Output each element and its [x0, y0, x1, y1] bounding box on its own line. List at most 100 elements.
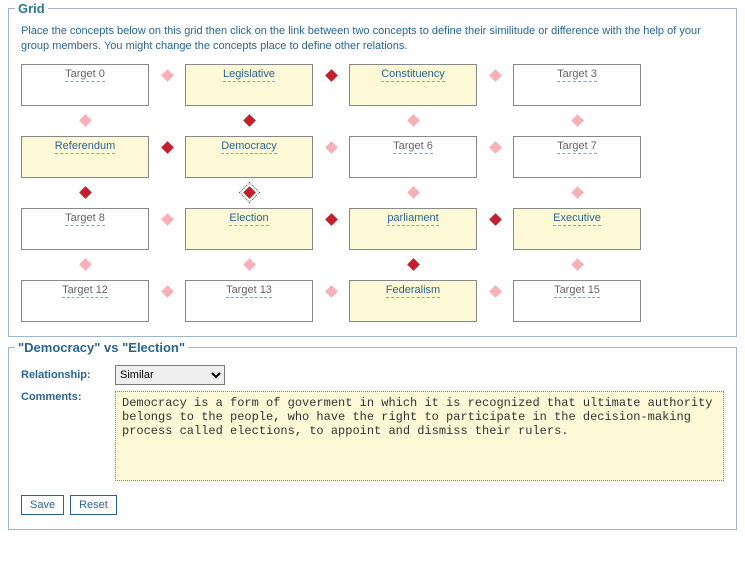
spacer [313, 110, 349, 132]
v-connector [185, 254, 313, 276]
spacer [149, 182, 185, 204]
spacer [313, 254, 349, 276]
spacer [313, 182, 349, 204]
v-connector [513, 254, 641, 276]
relationship-label: Relationship: [21, 369, 109, 381]
v-connector [185, 110, 313, 132]
link-diamond-icon[interactable] [325, 69, 338, 82]
concept-cell[interactable]: Constituency [349, 64, 477, 106]
spacer [149, 254, 185, 276]
h-connector [313, 136, 349, 152]
target-cell[interactable]: Target 12 [21, 280, 149, 322]
h-connector [477, 280, 513, 296]
concept-cell[interactable]: parliament [349, 208, 477, 250]
cell-label[interactable]: Target 12 [62, 284, 108, 298]
cell-label[interactable]: Democracy [221, 140, 277, 154]
comments-row: Comments: [21, 391, 724, 481]
cell-label[interactable]: Target 0 [65, 68, 105, 82]
target-cell[interactable]: Target 15 [513, 280, 641, 322]
spacer [149, 110, 185, 132]
cell-label[interactable]: parliament [387, 212, 438, 226]
cell-label[interactable]: Target 6 [393, 140, 433, 154]
concept-cell[interactable]: Executive [513, 208, 641, 250]
link-diamond-icon[interactable] [407, 258, 420, 271]
h-connector [477, 136, 513, 152]
cell-label[interactable]: Election [229, 212, 268, 226]
link-diamond-icon[interactable] [489, 141, 502, 154]
h-connector [313, 64, 349, 80]
link-diamond-icon[interactable] [161, 69, 174, 82]
link-diamond-icon[interactable] [79, 186, 92, 199]
cell-label[interactable]: Target 8 [65, 212, 105, 226]
link-diamond-icon[interactable] [243, 186, 256, 199]
link-diamond-icon[interactable] [243, 114, 256, 127]
concept-cell[interactable]: Federalism [349, 280, 477, 322]
link-diamond-icon[interactable] [407, 186, 420, 199]
v-connector [349, 182, 477, 204]
comments-label: Comments: [21, 391, 109, 403]
concept-cell[interactable]: Election [185, 208, 313, 250]
relation-panel-body: Relationship: SimilarDifferentRelatedUnr… [9, 357, 736, 529]
target-cell[interactable]: Target 8 [21, 208, 149, 250]
reset-button[interactable]: Reset [70, 495, 117, 515]
cell-label[interactable]: Federalism [386, 284, 440, 298]
link-diamond-icon[interactable] [325, 213, 338, 226]
h-connector [313, 208, 349, 224]
v-connector [513, 110, 641, 132]
h-connector [149, 280, 185, 296]
cell-label[interactable]: Referendum [55, 140, 116, 154]
link-diamond-icon[interactable] [161, 285, 174, 298]
button-row: Save Reset [21, 495, 724, 515]
link-diamond-icon[interactable] [571, 114, 584, 127]
v-connector [21, 110, 149, 132]
link-diamond-icon[interactable] [161, 213, 174, 226]
h-connector [149, 136, 185, 152]
link-diamond-icon[interactable] [407, 114, 420, 127]
target-cell[interactable]: Target 0 [21, 64, 149, 106]
link-diamond-icon[interactable] [243, 258, 256, 271]
h-connector [477, 64, 513, 80]
cell-label[interactable]: Legislative [223, 68, 275, 82]
concept-cell[interactable]: Referendum [21, 136, 149, 178]
v-connector [513, 182, 641, 204]
v-connector [185, 182, 313, 204]
spacer [477, 110, 513, 132]
cell-label[interactable]: Target 3 [557, 68, 597, 82]
target-cell[interactable]: Target 3 [513, 64, 641, 106]
relation-panel-title: "Democracy" vs "Election" [15, 340, 188, 355]
link-diamond-icon[interactable] [325, 285, 338, 298]
cell-label[interactable]: Target 7 [557, 140, 597, 154]
grid-panel-title: Grid [15, 1, 48, 16]
h-connector [149, 208, 185, 224]
cell-label[interactable]: Constituency [381, 68, 445, 82]
link-diamond-icon[interactable] [489, 285, 502, 298]
concept-cell[interactable]: Legislative [185, 64, 313, 106]
cell-label[interactable]: Target 13 [226, 284, 272, 298]
grid-instructions: Place the concepts below on this grid th… [21, 24, 724, 54]
concept-grid: Target 0 Legislative Constituency Target 3 R… [21, 64, 724, 322]
link-diamond-icon[interactable] [161, 141, 174, 154]
relationship-row: Relationship: SimilarDifferentRelatedUnr… [21, 365, 724, 385]
link-diamond-icon[interactable] [571, 258, 584, 271]
link-diamond-icon[interactable] [79, 114, 92, 127]
target-cell[interactable]: Target 6 [349, 136, 477, 178]
h-connector [149, 64, 185, 80]
v-connector [21, 254, 149, 276]
cell-label[interactable]: Target 15 [554, 284, 600, 298]
cell-label[interactable]: Executive [553, 212, 601, 226]
comments-textarea[interactable] [115, 391, 724, 481]
concept-cell[interactable]: Democracy [185, 136, 313, 178]
v-connector [21, 182, 149, 204]
v-connector [349, 110, 477, 132]
save-button[interactable]: Save [21, 495, 64, 515]
link-diamond-icon[interactable] [489, 213, 502, 226]
h-connector [313, 280, 349, 296]
relationship-select[interactable]: SimilarDifferentRelatedUnrelated [115, 365, 225, 385]
v-connector [349, 254, 477, 276]
link-diamond-icon[interactable] [571, 186, 584, 199]
target-cell[interactable]: Target 13 [185, 280, 313, 322]
target-cell[interactable]: Target 7 [513, 136, 641, 178]
link-diamond-icon[interactable] [325, 141, 338, 154]
link-diamond-icon[interactable] [489, 69, 502, 82]
link-diamond-icon[interactable] [79, 258, 92, 271]
